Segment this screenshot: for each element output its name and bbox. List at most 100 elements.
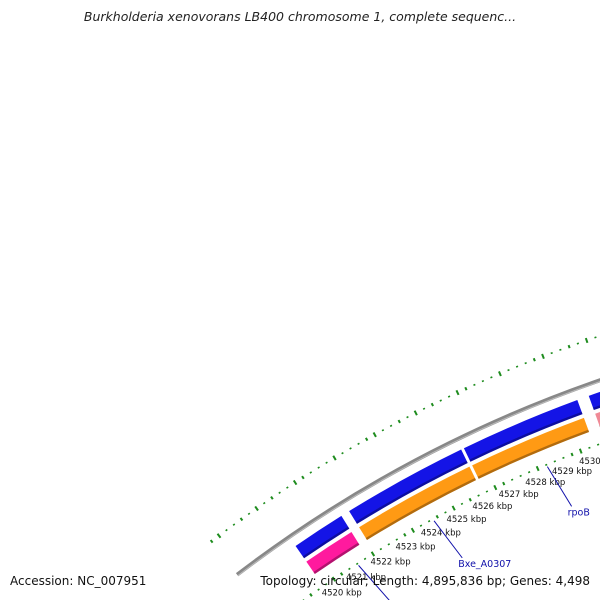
gc-dot-outer xyxy=(301,475,305,480)
gc-dot-outer xyxy=(532,357,536,362)
gc-dot-inner xyxy=(317,588,320,591)
tick-label: 4528 kbp xyxy=(525,478,565,488)
gc-dot-inner xyxy=(427,520,431,523)
cds-feature[interactable] xyxy=(359,466,477,541)
gene-labels: Bxe_A0308Bxe_A0307rpoBrplL xyxy=(358,466,590,600)
gc-dot-outer xyxy=(397,419,401,424)
gc-dot-outer xyxy=(473,383,476,387)
gc-dot-inner xyxy=(403,533,407,537)
gc-dot-inner xyxy=(395,538,399,541)
gene-label-leader xyxy=(433,520,463,559)
gc-dot-outer xyxy=(309,471,313,474)
gc-dot-inner xyxy=(578,448,583,454)
gc-dot-inner xyxy=(339,572,344,576)
gc-dot-inner xyxy=(444,511,447,514)
gc-dot-outer xyxy=(364,437,369,442)
gene-feature[interactable] xyxy=(349,449,468,524)
gc-dot-outer xyxy=(447,395,451,398)
gc-dot-inner xyxy=(553,460,557,463)
gene-label-leader xyxy=(546,466,573,507)
gene-feature[interactable] xyxy=(588,391,600,411)
tick-label: 4521 kbp xyxy=(346,573,386,583)
tick-label: 4530 kbp xyxy=(579,457,600,467)
gc-dot-outer xyxy=(232,523,236,526)
gc-dot-inner xyxy=(527,471,531,474)
tick-label: 4526 kbp xyxy=(472,502,512,512)
gc-dot-outer xyxy=(254,505,259,512)
backbone-highlight xyxy=(237,381,600,577)
gc-dot-inner xyxy=(355,562,359,566)
gc-dot-inner xyxy=(545,463,548,467)
gc-dot-inner xyxy=(502,481,506,486)
tick-label: 4529 kbp xyxy=(552,467,592,477)
gc-dot-outer xyxy=(524,361,527,365)
gc-dot-outer xyxy=(567,344,571,349)
tick-label: 4524 kbp xyxy=(421,529,461,539)
tick-label: 4522 kbp xyxy=(371,557,411,567)
gc-dot-inner xyxy=(535,465,540,472)
tick-label: 4520 kbp xyxy=(322,589,362,599)
gc-dot-outer xyxy=(270,496,274,500)
genome-summary: Topology: circular; Length: 4,895,836 bp… xyxy=(260,574,590,588)
gc-dot-inner xyxy=(324,583,328,586)
gene-label-leader xyxy=(358,565,390,600)
cds-feature[interactable] xyxy=(306,531,360,574)
gc-dot-inner xyxy=(460,502,464,506)
gc-dot-outer xyxy=(430,402,434,407)
gc-dot-inner xyxy=(419,524,423,527)
gc-dot-inner xyxy=(510,478,514,481)
feature-shadow xyxy=(365,477,477,541)
gc-dot-outer xyxy=(349,447,352,450)
gc-dot-outer xyxy=(413,410,418,416)
gc-content-inner-dots xyxy=(302,443,600,600)
gene-label[interactable]: Bxe_A0307 xyxy=(458,559,511,570)
gc-dot-outer xyxy=(247,512,251,516)
cds-feature[interactable] xyxy=(595,410,600,428)
backbone-arc xyxy=(235,378,600,577)
gc-dot-outer xyxy=(341,451,344,455)
gc-dot-outer xyxy=(515,365,519,368)
gc-dot-outer xyxy=(372,432,377,438)
feature-shadow xyxy=(593,405,600,411)
cds-feature[interactable] xyxy=(472,417,590,479)
tick-label: 4523 kbp xyxy=(396,543,436,553)
gc-dot-inner xyxy=(370,551,376,557)
gc-dot-outer xyxy=(498,371,502,377)
gc-dot-outer xyxy=(594,336,597,339)
accession-text: Accession: NC_007951 xyxy=(10,574,147,588)
tick-label: 4525 kbp xyxy=(446,515,486,525)
gc-dot-outer xyxy=(278,491,281,494)
gc-dot-outer xyxy=(584,337,589,344)
gene-label[interactable]: rpoB xyxy=(568,507,590,518)
feature-shadow xyxy=(313,542,360,574)
gene-feature[interactable] xyxy=(295,515,350,559)
gc-dot-outer xyxy=(541,353,545,360)
kbp-tick-labels: 4520 kbp 4521 kbp 4522 kbp 4523 kbp 4524 kbp… xyxy=(322,457,600,599)
gc-dot-inner xyxy=(363,557,367,561)
feature-shadow xyxy=(477,429,590,479)
gc-dot-outer xyxy=(286,486,289,489)
gene-feature[interactable] xyxy=(463,400,583,462)
gc-dot-inner xyxy=(309,593,313,597)
gc-dot-inner xyxy=(379,547,383,551)
gc-dot-inner xyxy=(596,443,600,446)
gc-dot-inner xyxy=(570,452,574,457)
feature-shadow xyxy=(355,460,468,524)
gc-dot-inner xyxy=(519,474,522,478)
gc-dot-outer xyxy=(216,533,222,539)
gc-dot-outer xyxy=(262,501,266,505)
gc-dot-outer xyxy=(455,389,460,396)
tick-label: 4527 kbp xyxy=(499,490,539,500)
gc-dot-inner xyxy=(331,576,337,582)
gc-dot-outer xyxy=(381,429,385,432)
gc-dot-inner xyxy=(348,567,351,571)
gc-dot-outer xyxy=(225,528,228,532)
gc-dot-inner xyxy=(468,497,472,502)
gc-dot-outer xyxy=(422,407,426,410)
gc-dot-outer xyxy=(490,376,493,379)
gc-dot-outer xyxy=(576,342,580,345)
gc-dot-inner xyxy=(588,446,591,449)
gc-dot-outer xyxy=(332,455,337,461)
gc-dot-outer xyxy=(239,517,244,522)
